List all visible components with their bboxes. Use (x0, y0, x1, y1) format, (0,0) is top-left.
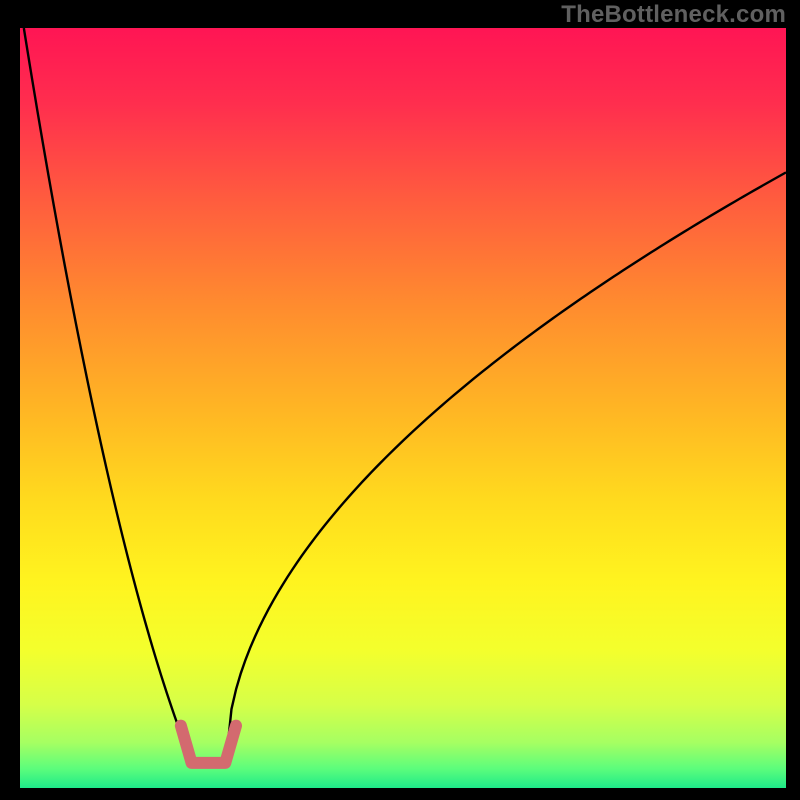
chart-frame: TheBottleneck.com (0, 0, 800, 800)
gradient-background (20, 28, 786, 788)
watermark-text: TheBottleneck.com (561, 1, 786, 29)
chart-svg (20, 28, 786, 788)
plot-area (20, 28, 786, 788)
